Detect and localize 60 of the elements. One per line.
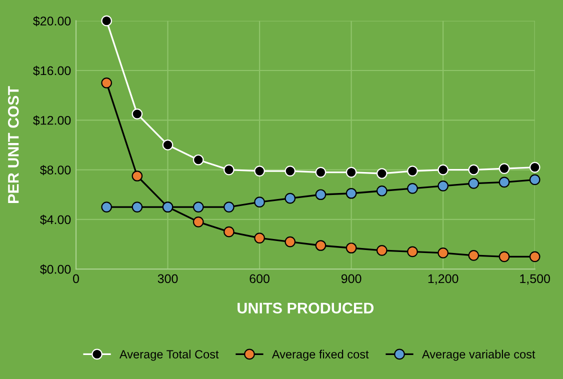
point — [162, 140, 174, 150]
point — [224, 202, 234, 212]
point — [346, 166, 357, 178]
y-tick-label: $20.00 — [33, 16, 71, 26]
y-axis-title: PER UNIT COST — [8, 86, 19, 203]
x-tick-label: 600 — [250, 274, 270, 284]
point — [192, 154, 204, 166]
point — [224, 164, 234, 176]
point — [284, 166, 296, 176]
point — [529, 162, 540, 173]
point — [254, 166, 265, 176]
y-tick-label: $12.00 — [33, 115, 71, 126]
point — [224, 226, 234, 238]
x-tick-label: 900 — [341, 274, 362, 284]
x-tick-label: 1,200 — [428, 274, 458, 285]
point — [498, 163, 510, 174]
x-tick-label: 1,500 — [520, 274, 550, 285]
point — [101, 202, 112, 212]
point — [407, 182, 418, 194]
point — [438, 164, 448, 176]
point — [101, 15, 112, 26]
point — [438, 180, 448, 192]
y-tick-label: $16.00 — [33, 66, 71, 76]
point — [192, 216, 204, 228]
x-tick-label: 300 — [158, 274, 178, 284]
point — [468, 164, 480, 176]
legend-label: Average Total Cost — [119, 350, 219, 361]
point — [498, 251, 510, 262]
point — [254, 196, 265, 208]
y-tick-label: $0.00 — [40, 264, 71, 274]
point — [254, 232, 265, 244]
point — [132, 170, 143, 182]
point — [284, 192, 296, 204]
point — [315, 189, 326, 200]
point — [101, 77, 112, 88]
point — [529, 251, 540, 262]
point — [529, 174, 540, 186]
point — [376, 168, 388, 179]
point — [284, 236, 296, 248]
legend-label: Average variable cost — [422, 350, 536, 361]
point — [346, 188, 357, 199]
point — [498, 176, 510, 188]
y-tick-label: $4.00 — [40, 214, 71, 225]
x-tick-label: 0 — [73, 274, 79, 284]
point — [132, 108, 143, 120]
legend-label: Average fixed cost — [272, 350, 369, 361]
point — [346, 242, 357, 254]
point — [192, 202, 204, 212]
point — [468, 178, 480, 189]
x-axis-title: UNITS PRODUCED — [238, 302, 374, 314]
point — [132, 202, 143, 212]
point — [376, 245, 388, 256]
point — [315, 166, 326, 178]
y-tick-label: $8.00 — [40, 165, 71, 176]
point — [407, 166, 418, 176]
point — [407, 246, 418, 258]
point — [468, 250, 480, 261]
point — [438, 248, 448, 258]
point — [315, 240, 326, 251]
point — [376, 185, 388, 196]
